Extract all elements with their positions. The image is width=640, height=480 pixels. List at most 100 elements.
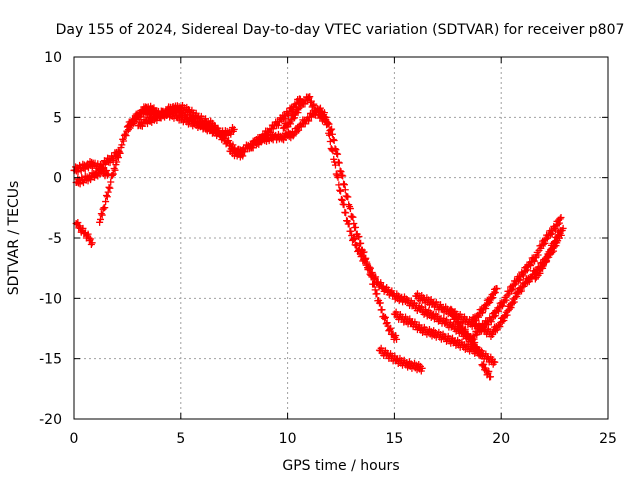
data-point: [523, 266, 531, 274]
data-point: [340, 181, 348, 189]
data-point: [122, 132, 130, 140]
data-point: [105, 183, 113, 191]
data-point: [347, 227, 355, 235]
data-point: [505, 290, 513, 298]
data-point: [339, 172, 347, 180]
data-point: [479, 309, 487, 317]
data-point: [338, 196, 346, 204]
data-point: [522, 267, 530, 275]
data-point: [101, 204, 109, 212]
data-point: [121, 130, 129, 138]
data-point: [491, 289, 499, 297]
x-tick-label: 10: [279, 431, 297, 447]
y-tick-label: 5: [53, 110, 62, 126]
data-point: [498, 318, 506, 326]
data-point: [546, 250, 554, 258]
data-point: [542, 235, 550, 243]
data-point: [88, 239, 96, 247]
data-point: [377, 279, 385, 287]
data-point: [344, 193, 352, 201]
data-point: [109, 170, 117, 178]
data-point: [367, 271, 375, 279]
data-point: [371, 286, 379, 294]
data-point: [340, 180, 348, 188]
data-point: [252, 141, 260, 149]
data-point: [514, 288, 522, 296]
data-point: [381, 314, 389, 322]
data-point: [328, 125, 336, 133]
data-point: [516, 288, 524, 296]
data-point: [287, 120, 295, 128]
data-point: [551, 238, 559, 246]
data-layer: [70, 93, 567, 381]
data-point: [337, 195, 345, 203]
x-tick-label: 25: [599, 431, 617, 447]
data-point: [81, 165, 89, 173]
data-point: [357, 239, 365, 247]
data-point: [554, 232, 562, 240]
data-point: [211, 122, 219, 130]
data-point: [138, 110, 146, 118]
data-point: [539, 240, 547, 248]
data-point: [536, 269, 544, 277]
data-point: [509, 285, 517, 293]
data-point: [539, 264, 547, 272]
data-point: [294, 109, 302, 117]
data-point: [393, 335, 401, 343]
y-axis-title: SDTVAR / TECUs: [6, 181, 22, 296]
data-point: [104, 188, 112, 196]
data-point: [556, 215, 564, 223]
data-point: [97, 210, 105, 218]
data-point: [534, 251, 542, 259]
data-point: [510, 298, 518, 306]
data-point: [507, 286, 515, 294]
data-point: [135, 113, 143, 121]
data-point: [500, 317, 508, 325]
data-point: [87, 235, 95, 243]
data-point: [84, 230, 92, 238]
data-point: [537, 244, 545, 252]
data-point: [448, 306, 456, 314]
data-point: [87, 241, 95, 249]
data-point: [338, 171, 346, 179]
data-point: [335, 159, 343, 167]
data-point: [527, 262, 535, 270]
data-point: [557, 227, 565, 235]
y-tick-label: -5: [48, 231, 62, 247]
series-track-c: [72, 219, 96, 249]
data-point: [486, 298, 494, 306]
y-tick-label: -15: [39, 352, 62, 368]
data-point: [79, 224, 87, 232]
data-point: [74, 168, 82, 176]
data-point: [288, 107, 296, 115]
data-point: [328, 130, 336, 138]
data-point: [305, 117, 313, 125]
data-point: [504, 307, 512, 315]
data-point: [342, 209, 350, 217]
series-track-i: [245, 95, 304, 153]
data-point: [461, 325, 469, 333]
data-point: [324, 119, 332, 127]
data-point: [418, 364, 426, 372]
data-point: [329, 136, 337, 144]
data-point: [478, 352, 486, 360]
series-track-f: [134, 102, 219, 132]
series-track-h: [279, 93, 401, 343]
data-point: [554, 220, 562, 228]
data-point: [115, 148, 123, 156]
data-point: [505, 305, 513, 313]
data-point: [107, 178, 115, 186]
data-point: [373, 290, 381, 298]
data-point: [306, 93, 314, 101]
data-point: [555, 231, 563, 239]
chart-title: Day 155 of 2024, Sidereal Day-to-day VTE…: [56, 22, 625, 38]
data-point: [541, 258, 549, 266]
data-point: [109, 156, 117, 164]
data-point: [349, 213, 357, 221]
data-point: [108, 171, 116, 179]
data-point: [295, 99, 303, 107]
data-point: [476, 346, 484, 354]
x-tick-label: 5: [176, 431, 185, 447]
data-point: [502, 296, 510, 304]
